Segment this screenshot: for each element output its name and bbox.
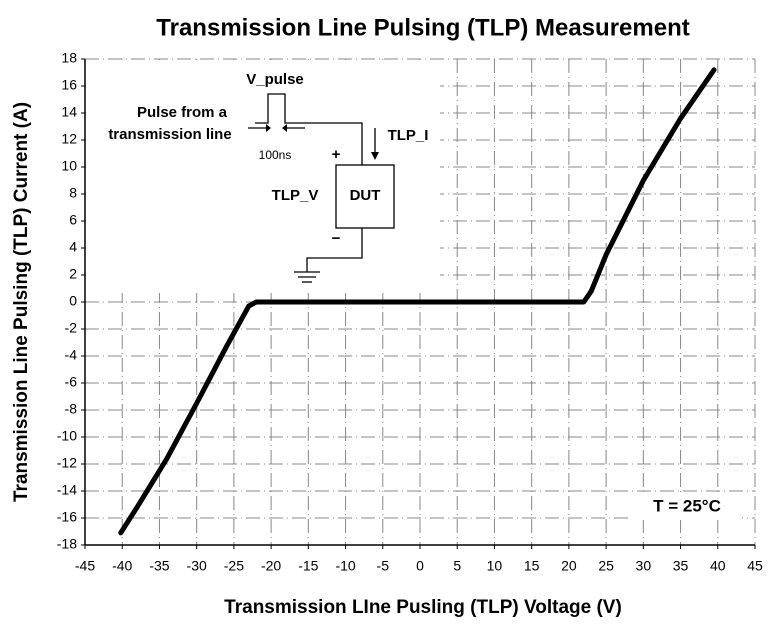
x-tick-label: 40 [710,558,726,574]
x-tick-label: -15 [298,558,318,574]
x-tick-label: -40 [112,558,132,574]
annotation: 100ns [259,148,292,162]
arrow-head [266,124,271,132]
x-tick-label: 25 [598,558,614,574]
x-tick-label: 15 [524,558,540,574]
x-axis-label: Transmission LIne Pusling (TLP) Voltage … [224,597,622,618]
annotation: − [332,230,341,247]
y-tick-label: 4 [69,239,77,255]
dut-box [335,164,395,229]
y-tick-label: -4 [65,347,78,363]
chart-title: Transmission Line Pulsing (TLP) Measurem… [156,14,689,41]
y-tick-label: -10 [57,428,77,444]
annotation: TLP_V [272,187,319,204]
y-tick-label: -2 [65,320,78,336]
y-tick-label: 2 [69,266,77,282]
data-line [118,67,717,536]
y-tick-label: 6 [69,212,77,228]
schematic-wires [248,93,395,283]
annotation: V_pulse [246,71,304,88]
x-tick-label: -35 [149,558,169,574]
y-tick-label: -18 [57,536,77,552]
x-tick-label: 45 [747,558,763,574]
arrow-head [282,124,287,132]
x-tick-label: 20 [561,558,577,574]
y-tick-label: 10 [61,158,77,174]
y-tick-label: -6 [65,374,78,390]
y-tick-label: -14 [57,482,77,498]
x-tick-label: -30 [187,558,207,574]
wire [300,122,363,165]
annotation: + [332,146,341,163]
wire [306,228,363,272]
annotation: T = 25°C [653,496,721,515]
y-tick-label: -12 [57,455,77,471]
y-tick-label: 0 [69,293,77,309]
y-tick-label: -8 [65,401,78,417]
x-tick-label: 0 [416,558,424,574]
x-tick-label: -20 [261,558,281,574]
x-tick-label: 5 [453,558,461,574]
pulse-shape [255,93,300,124]
annotation: TLP_I [388,127,429,144]
x-tick-label: -25 [224,558,244,574]
annotation: Pulse from a [137,104,228,121]
x-tick-label: 30 [636,558,652,574]
y-tick-label: 16 [61,77,77,93]
x-tick-label: 35 [673,558,689,574]
arrow-head [371,152,379,160]
y-tick-label: 8 [69,185,77,201]
annotation: DUT [350,187,381,204]
y-tick-label: -16 [57,509,77,525]
schematic-inset: V_pulse Pulse from a transmission line 1… [86,60,440,293]
x-tick-label: -10 [335,558,355,574]
x-tick-label: -45 [75,558,95,574]
x-tick-label: 10 [487,558,503,574]
x-tick-label: -5 [377,558,390,574]
y-tick-label: 14 [61,104,77,120]
y-tick-label: 18 [61,50,77,66]
temperature-box [632,494,742,520]
y-axis-label: Transmission Line Pulsing (TLP) Current … [11,102,32,502]
annotation: transmission line [108,126,231,143]
y-tick-label: 12 [61,131,77,147]
inset-background [86,60,440,293]
